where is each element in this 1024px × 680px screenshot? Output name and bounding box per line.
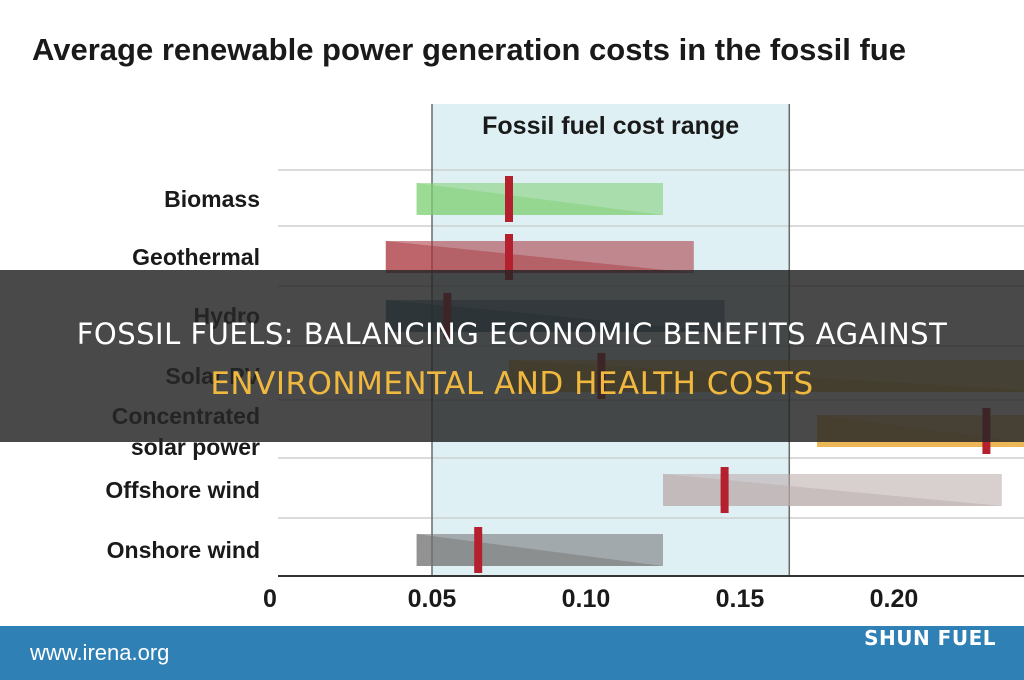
x-tick-label: 0 xyxy=(263,585,277,613)
range-bar-shade xyxy=(663,474,1002,506)
overlay-headline-line-2: ENVIRONMENTAL AND HEALTH COSTS xyxy=(210,366,814,402)
average-marker xyxy=(474,527,483,573)
range-bar xyxy=(416,534,663,566)
average-marker xyxy=(505,176,513,222)
source-url[interactable]: www.irena.org xyxy=(30,640,170,665)
chart-title: Average renewable power generation costs… xyxy=(32,32,906,67)
overlay-headline-line-1: FOSSIL FUELS: BALANCING ECONOMIC BENEFIT… xyxy=(76,317,948,351)
category-label: Onshore wind xyxy=(107,537,260,563)
range-bar-shade xyxy=(416,183,663,215)
x-tick-label: 0.20 xyxy=(870,585,919,613)
range-bar-shade xyxy=(385,241,694,273)
x-tick-label: 0.10 xyxy=(562,585,611,613)
range-bar xyxy=(663,474,1002,506)
average-marker xyxy=(505,234,513,280)
x-tick-label: 0.15 xyxy=(716,585,765,613)
average-marker xyxy=(720,467,729,513)
x-tick-labels: 0 0.05 0.10 0.15 0.20 xyxy=(263,585,918,613)
x-tick-label: 0.05 xyxy=(408,585,457,613)
category-label: Offshore wind xyxy=(105,477,260,503)
band-label: Fossil fuel cost range xyxy=(482,112,739,140)
footer-bar xyxy=(0,626,1024,680)
category-label: Geothermal xyxy=(132,244,260,270)
category-label: Biomass xyxy=(164,186,260,212)
range-bar xyxy=(416,183,663,215)
range-bar xyxy=(385,241,694,273)
brand-watermark: SHUN FUEL xyxy=(864,626,996,650)
title-overlay-banner xyxy=(0,270,1024,442)
